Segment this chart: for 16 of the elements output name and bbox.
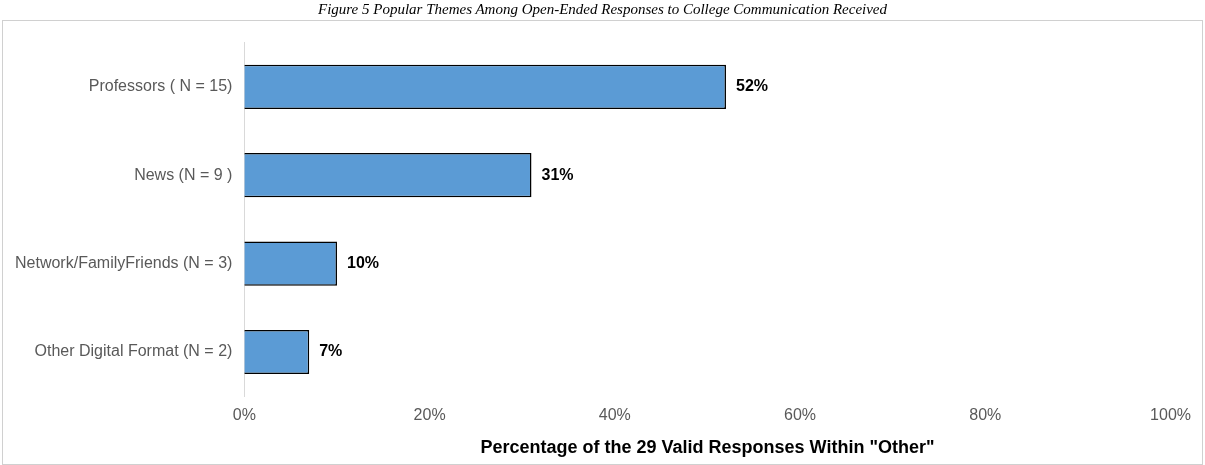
x-tick-label: 100% [1150,406,1191,424]
y-tick-label: Other Digital Format (N = 2) [34,342,233,360]
data-label: 31% [541,165,574,183]
x-tick-label: 80% [969,406,1002,424]
y-tick-label: Network/FamilyFriends (N = 3) [15,254,233,272]
x-axis-title: Percentage of the 29 Valid Responses Within "Other" [480,437,935,458]
chart-title: Figure 5 Popular Themes Among Open-Ended Responses to College Communication Received [316,0,889,18]
y-tick-label: News (N = 9 ) [134,165,233,183]
x-tick-label: 0% [232,406,256,424]
data-label: 7% [319,342,343,360]
x-tick-label: 20% [413,406,446,424]
x-tick-label: 60% [784,406,817,424]
y-tick-label: Professors ( N = 15) [88,77,233,95]
data-label: 10% [346,254,380,272]
x-tick-label: 40% [598,406,631,424]
data-label: 52% [735,77,769,95]
